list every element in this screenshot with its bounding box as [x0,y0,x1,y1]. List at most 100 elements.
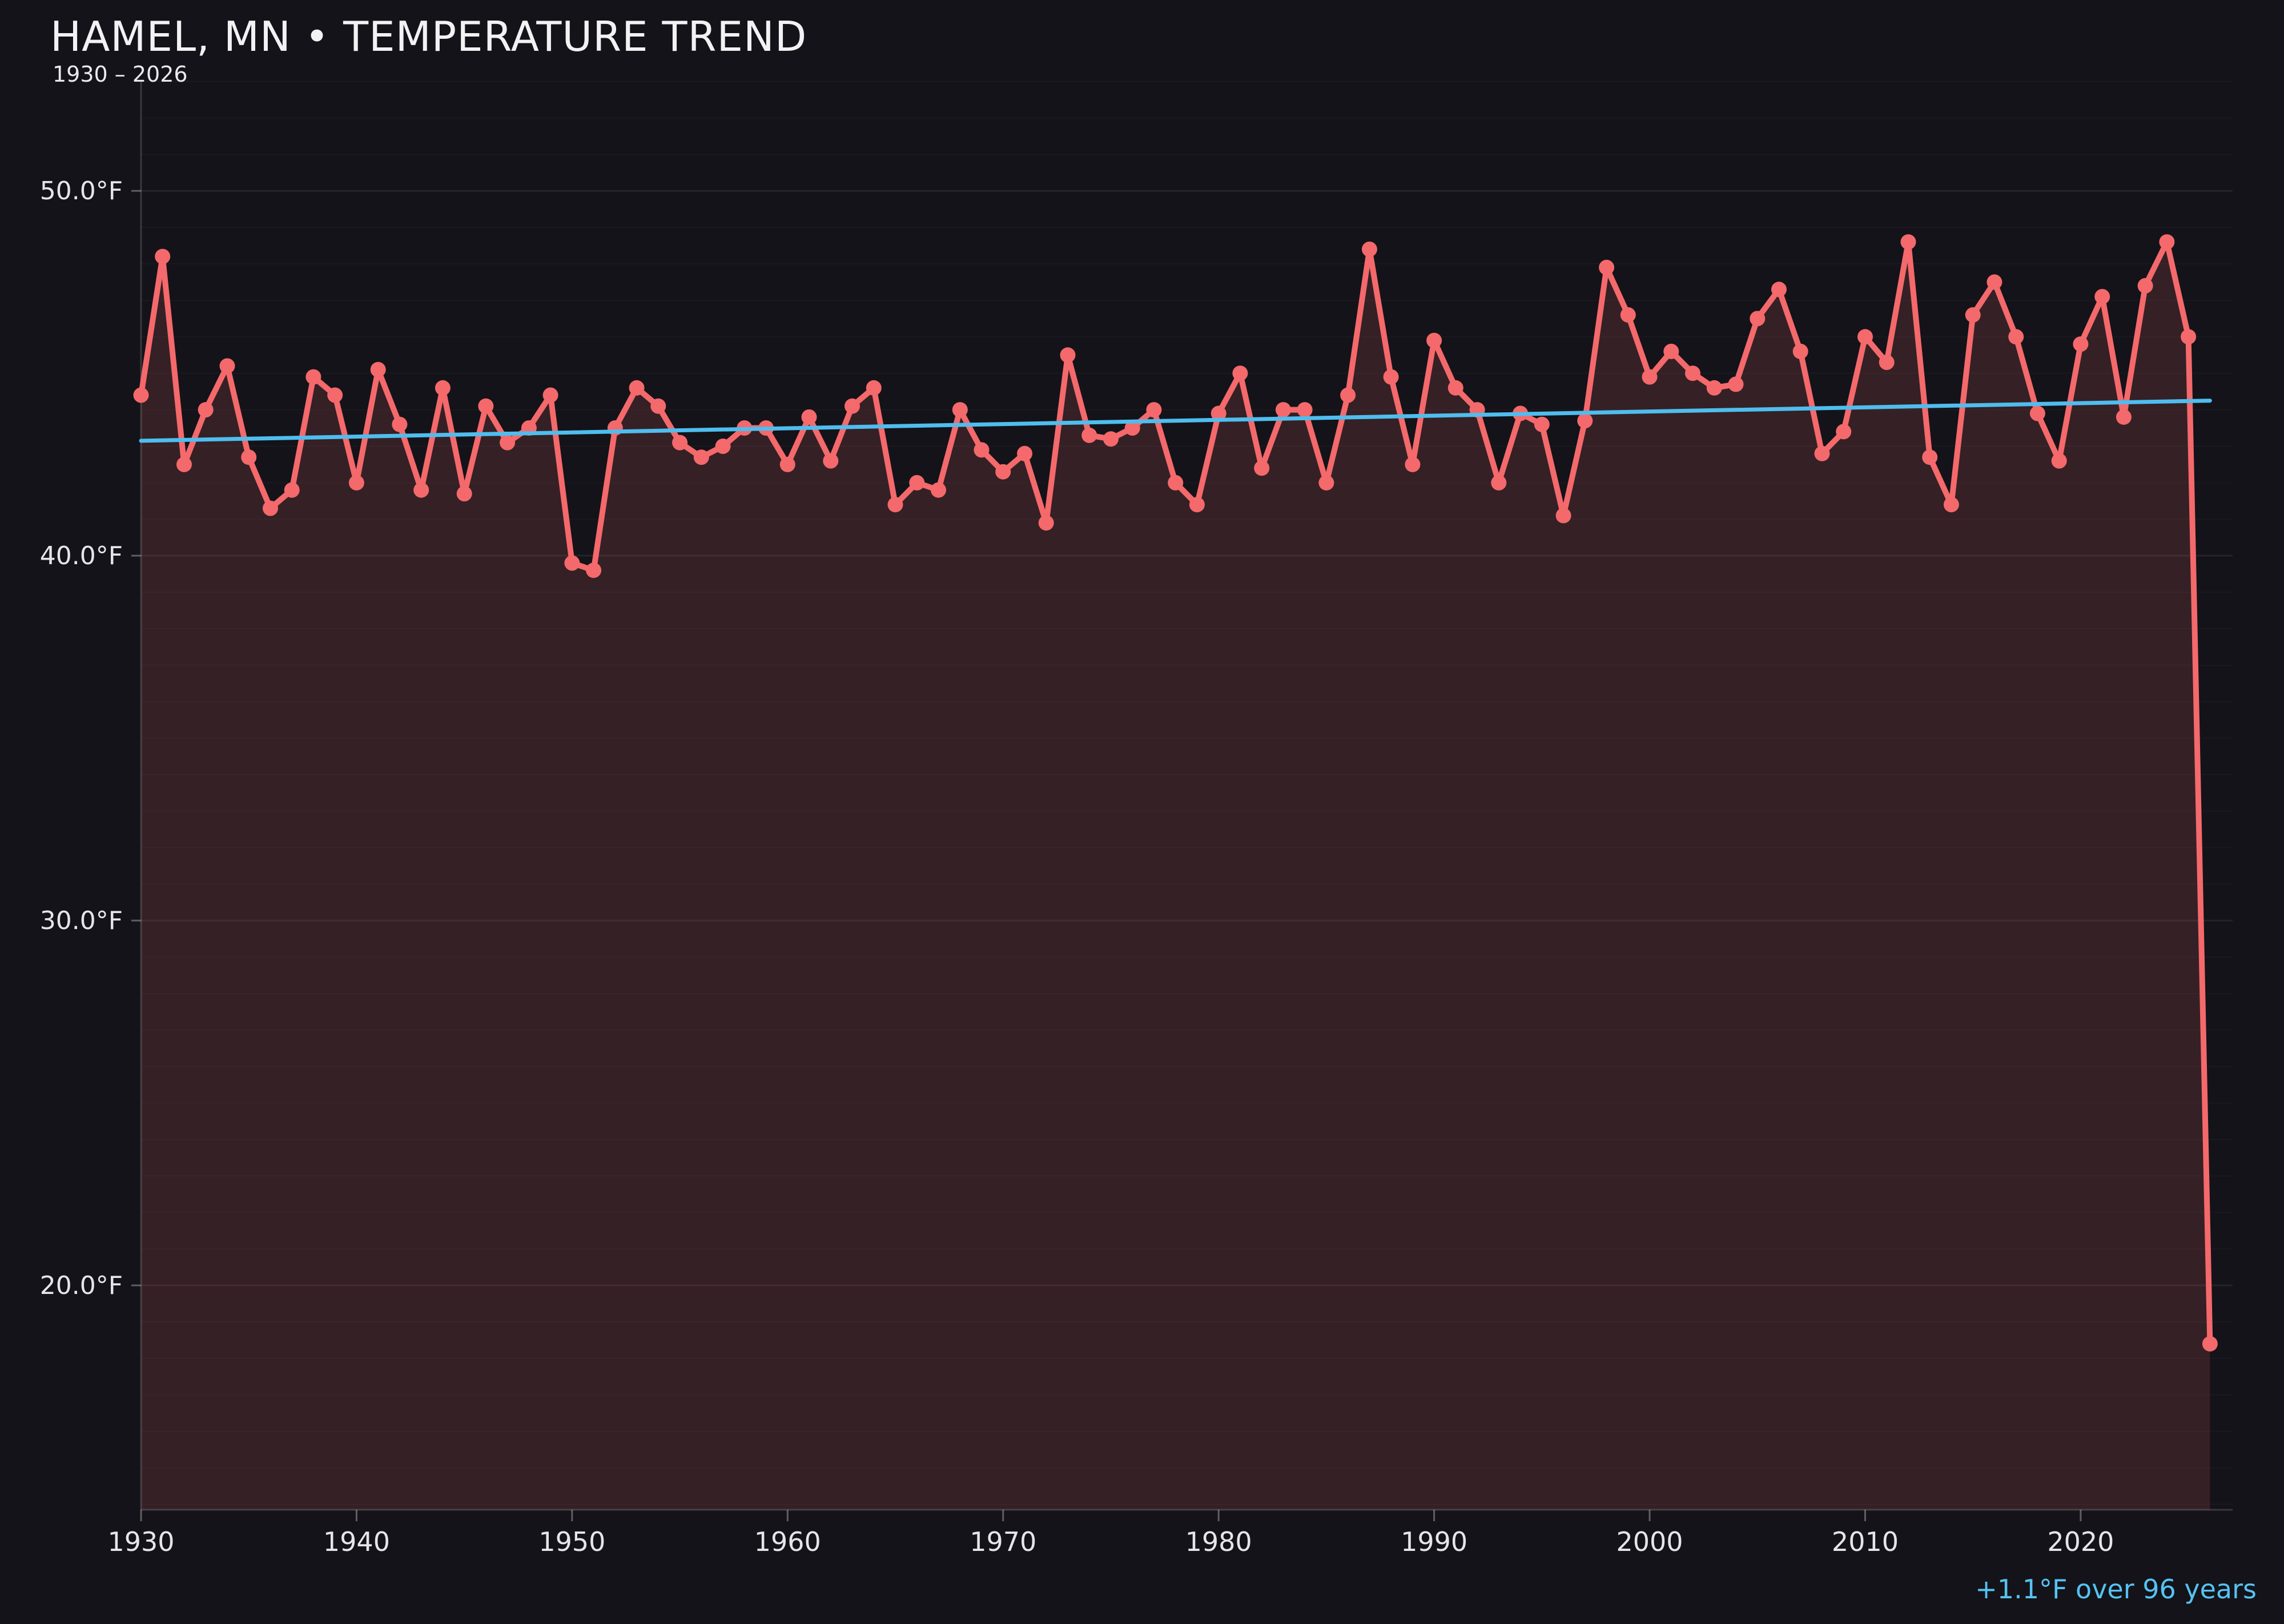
data-point [1103,431,1119,447]
data-point [456,486,472,502]
y-axis-tick-label: 20.0°F [40,1271,123,1300]
x-axis-tick-label: 1990 [1401,1526,1467,1557]
data-point [2181,329,2197,345]
data-point [650,398,666,414]
x-axis-tick-label: 1960 [754,1526,821,1557]
data-point [866,380,882,396]
data-point [2029,405,2045,421]
data-point [629,380,645,396]
data-point [478,398,494,414]
data-point [823,453,839,469]
data-point [564,555,580,571]
x-axis-tick-label: 1980 [1185,1526,1252,1557]
data-point [219,358,235,374]
data-point [1383,369,1399,385]
data-point [1922,449,1938,465]
trend-line [139,399,2212,443]
data-point [1577,413,1593,429]
data-point [1491,475,1507,491]
data-point [1297,402,1313,418]
data-point [327,387,343,403]
data-point [1017,445,1032,461]
data-point [1599,259,1615,275]
data-point [1663,343,1679,359]
data-point [1038,515,1054,531]
data-point [1081,427,1097,443]
data-point [715,439,731,454]
data-point [2116,409,2132,425]
data-point [1340,387,1356,403]
data-point [2202,1336,2218,1352]
data-point [392,416,408,432]
data-point [974,442,990,458]
data-point [1146,402,1162,418]
x-axis-tick-label: 2000 [1617,1526,1683,1557]
data-point [133,387,149,403]
data-point [1124,420,1140,436]
data-point [1728,376,1744,392]
data-point [1857,329,1873,345]
x-axis-tick-label: 2010 [1832,1526,1899,1557]
x-axis-tick-label: 2020 [2047,1526,2114,1557]
data-point [241,449,257,465]
chart-title: HAMEL, MN • TEMPERATURE TREND [50,13,807,61]
data-point [1555,508,1571,524]
data-point [2008,329,2024,345]
data-point [1447,380,1463,396]
data-point [1361,242,1377,257]
data-point [435,380,451,396]
data-point [305,369,321,385]
data-point [500,435,516,451]
data-point [1189,497,1205,513]
data-point [801,409,817,425]
data-point [1275,402,1291,418]
data-point [909,475,925,491]
data-point [1965,307,1981,323]
data-point [1750,311,1766,327]
data-point [1426,332,1442,348]
y-axis-tick-label: 40.0°F [40,541,123,570]
data-point [1620,307,1636,323]
chart-subtitle: 1930 – 2026 [53,62,188,87]
y-axis-tick-label: 50.0°F [40,176,123,206]
trend-summary-annotation: +1.1°F over 96 years [1975,1574,2257,1605]
data-point [2159,234,2175,250]
data-point [1060,347,1076,363]
data-point [887,497,903,513]
data-point [1900,234,1916,250]
data-point [995,464,1011,480]
data-point [1792,343,1808,359]
data-point [1771,282,1787,298]
x-axis-tick-label: 1940 [323,1526,390,1557]
data-point [198,402,214,418]
data-point [1706,380,1722,396]
data-point [348,475,364,491]
y-axis-tick-label: 30.0°F [40,906,123,935]
data-point [1879,355,1895,370]
data-point [413,482,429,498]
data-point [1405,456,1421,472]
data-point [1814,445,1830,461]
data-point [1232,365,1248,381]
data-point [284,482,300,498]
data-point [2137,278,2153,294]
data-point [1642,369,1658,385]
data-point [1318,475,1334,491]
data-point [2051,453,2067,469]
x-axis-tick-label: 1950 [538,1526,605,1557]
data-point [1836,424,1852,440]
data-point [1987,274,2002,290]
data-point [176,456,192,472]
data-point [693,449,709,465]
data-point [263,500,278,516]
data-point [1211,405,1227,421]
data-point [2073,336,2089,352]
data-point [672,435,688,451]
x-axis-tick-label: 1970 [970,1526,1036,1557]
x-axis-tick-label: 1930 [107,1526,174,1557]
data-point [1943,497,1959,513]
data-point [845,398,860,414]
data-point [370,361,386,377]
